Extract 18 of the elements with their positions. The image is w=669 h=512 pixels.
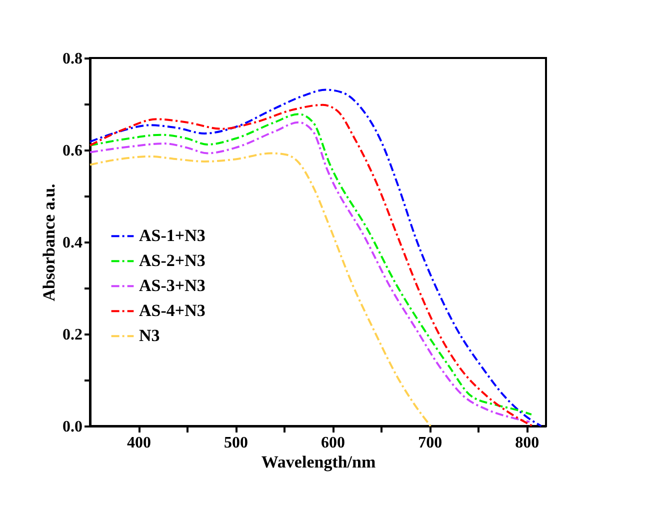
line-series [89, 152, 432, 427]
x-tick-label: 600 [321, 434, 346, 452]
legend-label: AS-4+N3 [139, 301, 206, 320]
y-tick-label: 0.8 [62, 50, 82, 68]
y-tick-label: 0.6 [62, 142, 82, 160]
x-tick-label: 500 [224, 434, 248, 452]
x-tick-label: 700 [418, 434, 442, 452]
legend-label: AS-2+N3 [139, 251, 206, 270]
y-tick-label: 0.4 [62, 234, 82, 252]
x-tick-label: 800 [515, 434, 540, 452]
x-axis-title: Wavelength/nm [261, 452, 376, 472]
x-tick-label: 400 [127, 434, 152, 452]
y-tick-label: 0.0 [62, 418, 82, 436]
y-axis-title: Absorbance a.u. [40, 184, 58, 302]
legend-label: N3 [139, 326, 160, 346]
legend-label: AS-3+N3 [139, 276, 206, 296]
legend-label: AS-1+N3 [139, 226, 206, 246]
y-tick-label: 0.2 [62, 326, 82, 344]
